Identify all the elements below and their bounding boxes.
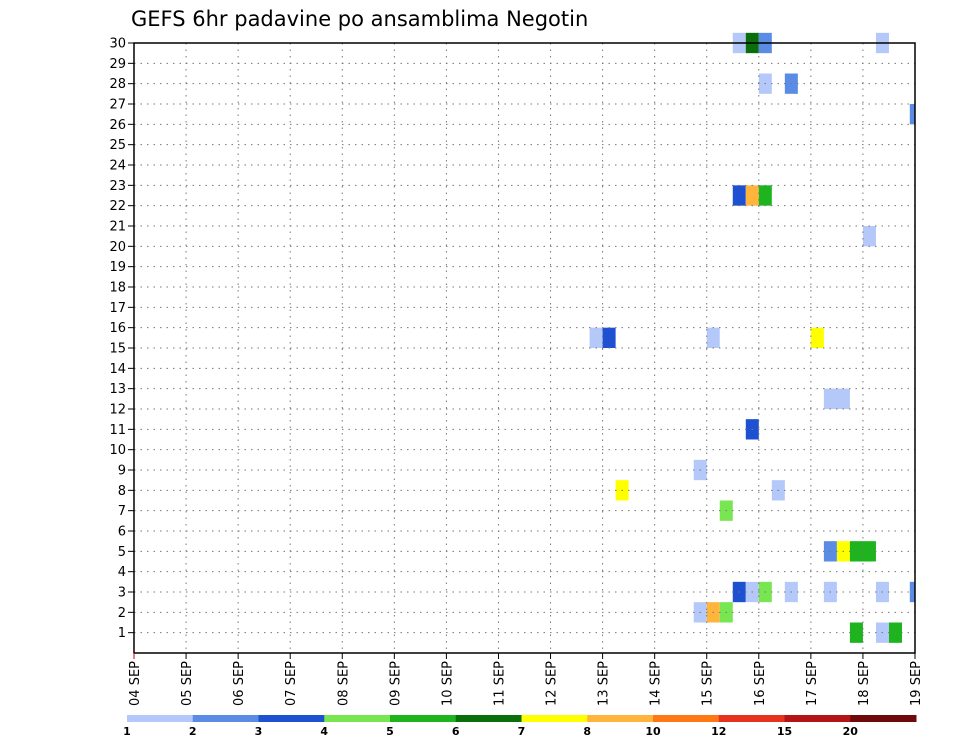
y-tick-label: 9: [118, 464, 126, 479]
y-tick-label: 23: [109, 179, 126, 194]
y-tick-label: 22: [109, 199, 126, 214]
x-tick-label: 10 SEP: [440, 661, 455, 706]
x-tick-label: 09 SEP: [388, 661, 403, 706]
y-tick-label: 18: [109, 281, 126, 296]
y-tick-label: 7: [118, 504, 126, 519]
x-tick-label: 07 SEP: [284, 661, 299, 706]
x-tick-label: 11 SEP: [492, 661, 507, 706]
colorbar-tick-label: 7: [518, 725, 526, 738]
x-tick-label: 12 SEP: [545, 661, 560, 706]
y-tick-label: 20: [109, 240, 126, 255]
colorbar-tick-label: 3: [255, 725, 263, 738]
colorbar-tick-label: 2: [189, 725, 197, 738]
colorbar-swatch-11: [784, 715, 851, 722]
y-tick-label: 28: [109, 77, 126, 92]
y-tick-label: 17: [109, 301, 126, 316]
colorbar-swatch-12: [850, 715, 917, 722]
colorbar-swatch-3: [258, 715, 325, 722]
colorbar-tick-label: 4: [320, 725, 328, 738]
precip-cell-28: [745, 185, 759, 206]
precip-cell-22: [589, 327, 603, 348]
y-tick-label: 26: [109, 118, 126, 133]
x-tick-label: 14 SEP: [649, 661, 664, 706]
colorbar-swatch-10: [718, 715, 785, 722]
colorbar-tick-label: 8: [583, 725, 591, 738]
y-tick-label: 29: [109, 57, 126, 72]
x-tick-label: 06 SEP: [232, 661, 247, 706]
precip-cell-26: [862, 226, 876, 247]
precip-cell-24: [706, 327, 720, 348]
colorbar-swatch-9: [653, 715, 720, 722]
x-tick-label: 04 SEP: [128, 661, 143, 706]
chart-title: GEFS 6hr padavine po ansamblima Negotin: [131, 7, 588, 31]
x-tick-label: 16 SEP: [753, 661, 768, 706]
y-tick-label: 5: [118, 545, 126, 560]
y-tick-label: 30: [109, 37, 126, 52]
precip-cell-12: [909, 581, 915, 603]
colorbar-swatch-8: [587, 715, 654, 722]
precip-cell-25: [810, 327, 824, 348]
x-tick-label: 15 SEP: [701, 661, 716, 706]
colorbar: 1 2 3 4 5 6 7 8 10 12 15 20: [123, 715, 917, 738]
y-tick-label: 1: [118, 626, 126, 641]
colorbar-tick-label: 6: [452, 725, 460, 738]
x-axis: 04 SEP 05 SEP 06 SEP 07 SEP 08 SEP 09 SEP 10 S…: [128, 653, 924, 706]
colorbar-tick-label: 1: [123, 725, 131, 738]
y-tick-label: 24: [109, 159, 126, 174]
grid-lines: [134, 43, 915, 653]
y-tick-label: 11: [109, 423, 126, 438]
y-tick-label: 4: [118, 565, 126, 580]
precip-cell-30: [909, 104, 915, 125]
y-tick-label: 3: [118, 586, 126, 601]
colorbar-swatch-6: [455, 715, 522, 722]
y-tick-label: 21: [109, 220, 126, 235]
colorbar-swatch-2: [192, 715, 259, 722]
colorbar-swatch-5: [390, 715, 457, 722]
precip-cell-21: [823, 388, 850, 409]
precip-cell-27: [732, 185, 746, 206]
y-tick-label: 16: [109, 321, 126, 336]
y-tick-label: 19: [109, 260, 126, 275]
y-tick-label: 6: [118, 525, 126, 540]
colorbar-swatch-7: [521, 715, 588, 722]
y-axis: 1234567891011121314151617181920212223242…: [109, 37, 134, 641]
x-tick-label: 19 SEP: [909, 661, 924, 706]
precip-cell-23: [602, 327, 616, 348]
y-tick-label: 15: [109, 342, 126, 357]
y-tick-label: 2: [118, 606, 126, 621]
colorbar-tick-label: 10: [645, 725, 661, 738]
x-tick-label: 17 SEP: [805, 661, 820, 706]
colorbar-tick-label: 5: [386, 725, 394, 738]
y-tick-label: 10: [109, 443, 126, 458]
y-tick-label: 13: [109, 382, 126, 397]
colorbar-tick-label: 15: [777, 725, 792, 738]
x-tick-label: 13 SEP: [597, 661, 612, 706]
precip-cell-29: [758, 185, 772, 206]
y-tick-label: 12: [109, 403, 126, 418]
x-tick-label: 05 SEP: [180, 661, 195, 706]
y-tick-label: 8: [118, 484, 126, 499]
x-tick-label: 08 SEP: [336, 661, 351, 706]
x-tick-label: 18 SEP: [857, 661, 872, 706]
y-tick-label: 25: [109, 138, 126, 153]
colorbar-tick-label: 12: [711, 725, 726, 738]
colorbar-tick-label: 20: [843, 725, 859, 738]
colorbar-swatch-1: [127, 715, 194, 722]
y-tick-label: 27: [109, 98, 126, 113]
y-tick-label: 14: [109, 362, 126, 377]
colorbar-swatch-4: [324, 715, 391, 722]
